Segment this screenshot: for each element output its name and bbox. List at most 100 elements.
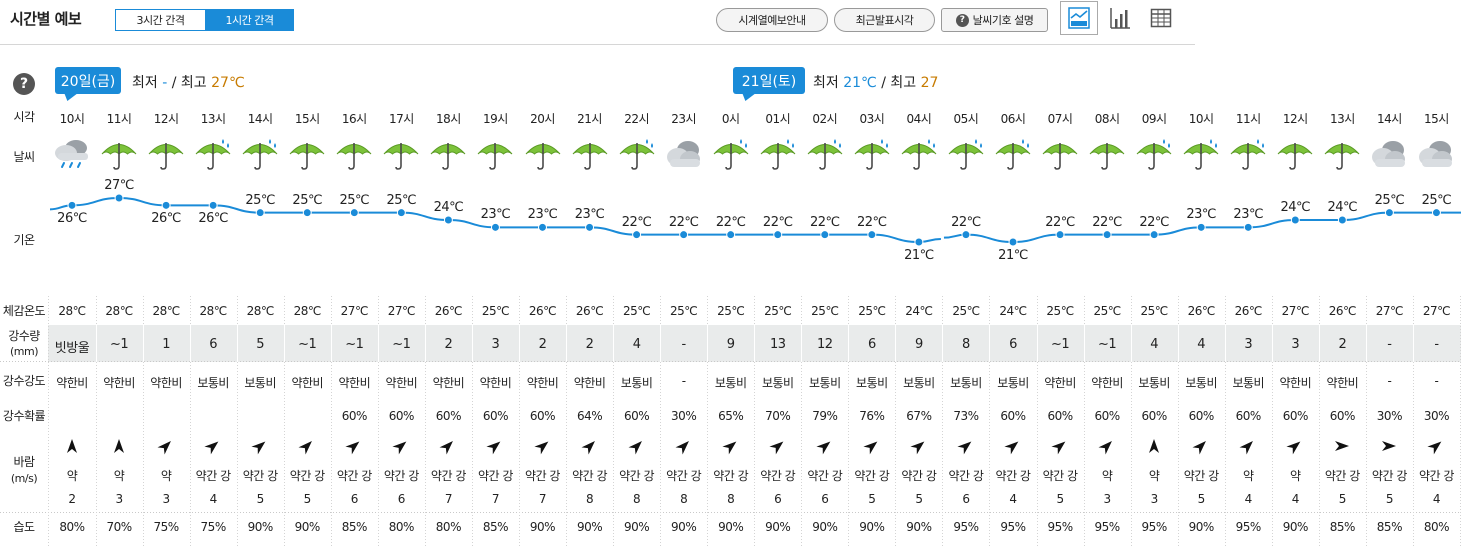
- time-cell: 11시: [1235, 112, 1261, 126]
- time-cell: 04시: [906, 112, 932, 126]
- rain-band-separator: [96, 325, 97, 362]
- latest-release-button[interactable]: 최근발표시각: [834, 8, 935, 32]
- time-cell: 15시: [294, 112, 320, 126]
- temp-label: 22℃: [1045, 214, 1075, 230]
- column-separator: [1272, 296, 1273, 547]
- rain-amount-cell: 6: [1009, 337, 1017, 352]
- umbrella-rain-icon: [993, 137, 1033, 171]
- table-view-icon[interactable]: [1142, 1, 1180, 35]
- wind-direction-icon: [1004, 438, 1020, 455]
- wind-speed-cell: 7: [491, 492, 500, 506]
- time-cell: 12시: [153, 112, 179, 126]
- wind-direction-icon: [816, 438, 832, 455]
- cloudy-icon: [1369, 137, 1409, 171]
- row-label-rain-prob: 강수확률: [2, 409, 46, 423]
- separator: /: [171, 75, 177, 91]
- temp-label: 22℃: [1092, 214, 1122, 230]
- max-label: 최고: [890, 75, 917, 91]
- wind-strength-cell: 약: [113, 469, 125, 483]
- rain-intensity-cell: 보통비: [1185, 376, 1217, 390]
- humidity-cell: 80%: [1423, 520, 1450, 534]
- umbrella-rain-icon: [946, 137, 986, 171]
- wind-direction-icon: [1098, 438, 1114, 455]
- wind-speed-cell: 7: [444, 492, 453, 506]
- rain-band-separator: [425, 325, 426, 362]
- rain-intensity-cell: -: [1387, 374, 1392, 388]
- humidity-cell: 80%: [59, 520, 85, 534]
- temp-point: [585, 222, 595, 232]
- time-cell: 02시: [812, 112, 838, 126]
- time-cell: 14시: [247, 112, 273, 126]
- time-cell: 19시: [483, 112, 508, 126]
- rain-prob-cell: 60%: [341, 409, 368, 423]
- row-label-rain-unit: (mm): [9, 345, 39, 358]
- umbrella-icon: [146, 137, 186, 171]
- temp-point: [1102, 230, 1112, 240]
- column-separator: [848, 296, 849, 547]
- rain-amount-cell: 3: [1291, 337, 1300, 352]
- column-separator: [48, 296, 49, 547]
- umbrella-icon: [428, 137, 468, 171]
- temp-point: [1196, 222, 1206, 232]
- temp-label: 25℃: [292, 192, 323, 208]
- temp-point: [914, 237, 924, 247]
- feels-like-cell: 28℃: [58, 304, 86, 318]
- wind-speed-cell: 8: [633, 492, 641, 506]
- row-label-temp: 기온: [13, 233, 35, 247]
- humidity-cell: 80%: [435, 520, 462, 534]
- time-cell: 08시: [1094, 112, 1120, 126]
- row-label-time: 시각: [13, 110, 35, 124]
- rain-intensity-cell: 보통비: [997, 376, 1029, 390]
- humidity-cell: 90%: [294, 520, 321, 534]
- rain-band-separator: [237, 325, 238, 362]
- feels-like-cell: 26℃: [1234, 304, 1263, 318]
- graph-view-icon[interactable]: [1060, 1, 1098, 35]
- series-guide-button[interactable]: 시계열예보안내: [716, 8, 828, 32]
- wind-strength-cell: 약간 강: [619, 469, 655, 483]
- time-cell: 21시: [577, 112, 602, 126]
- feels-like-cell: 25℃: [764, 304, 792, 318]
- rain-prob-cell: 60%: [1094, 409, 1121, 423]
- bar-chart-view-icon[interactable]: [1101, 1, 1139, 35]
- rain-band-separator: [895, 325, 896, 362]
- wind-strength-cell: 약: [160, 469, 172, 483]
- interval-1h-button[interactable]: 1시간 간격: [205, 9, 294, 31]
- rain-intensity-cell: 보통비: [714, 376, 747, 390]
- humidity-cell: 95%: [953, 520, 979, 534]
- wind-direction-icon: [251, 438, 267, 455]
- temp-point: [820, 230, 830, 240]
- rain-prob-cell: 60%: [435, 409, 462, 423]
- wind-direction-icon: [675, 438, 691, 455]
- help-icon[interactable]: ?: [13, 73, 35, 95]
- wind-speed-cell: 6: [350, 492, 359, 506]
- rain-prob-cell: 60%: [482, 409, 509, 423]
- rain-amount-cell: 9: [915, 337, 923, 352]
- interval-3h-button[interactable]: 3시간 간격: [115, 9, 206, 31]
- temp-label: 22℃: [668, 214, 699, 230]
- time-cell: 11시: [106, 112, 132, 126]
- umbrella-rain-icon: [1134, 137, 1174, 171]
- rain-band-separator: [1084, 325, 1085, 362]
- temp-label: 23℃: [480, 207, 511, 223]
- rain-band-separator: [1225, 325, 1226, 362]
- rain-prob-cell: 30%: [1423, 409, 1450, 423]
- feels-like-cell: 26℃: [1187, 304, 1216, 318]
- temp-point: [67, 200, 77, 210]
- rain-amount-cell: 4: [632, 337, 641, 352]
- rain-band-separator: [519, 325, 520, 362]
- rain-intensity-cell: 약한비: [1326, 376, 1359, 390]
- min-label: 최저: [132, 75, 158, 91]
- wind-direction-icon: [1192, 438, 1208, 455]
- rain-amount-cell: 6: [867, 337, 876, 352]
- rain-intensity-cell: 보통비: [620, 376, 653, 390]
- date-badge-day1: 20일(금): [55, 67, 121, 94]
- wind-strength-cell: 약: [1290, 469, 1301, 483]
- feels-like-cell: 26℃: [434, 304, 463, 318]
- rain-band-separator: [989, 325, 990, 362]
- humidity-cell: 95%: [1235, 520, 1262, 534]
- rain-amount-cell: 4: [1197, 337, 1206, 352]
- wind-speed-cell: 8: [680, 492, 688, 506]
- weather-symbol-help-button[interactable]: ? 날씨기호 설명: [941, 8, 1048, 32]
- feels-like-cell: 28℃: [199, 304, 228, 318]
- cloudy-icon: [1416, 137, 1456, 171]
